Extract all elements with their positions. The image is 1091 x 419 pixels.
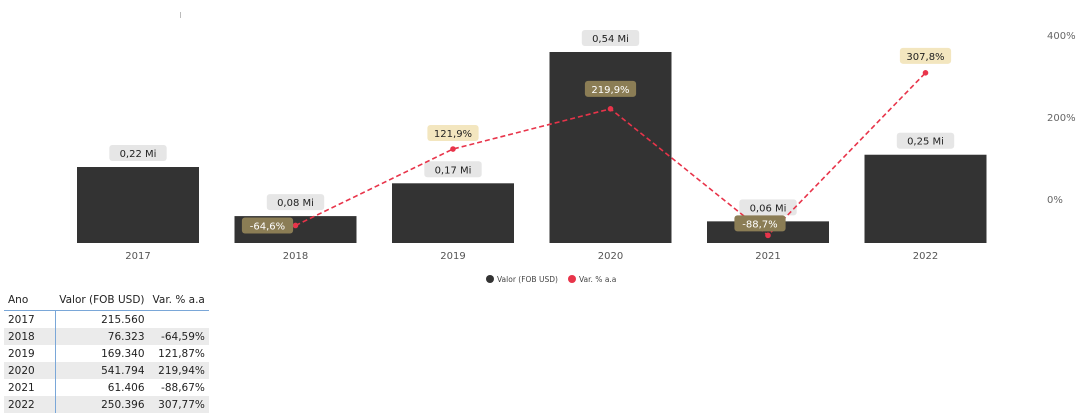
cell-valor: 215.560	[101, 313, 145, 326]
header-valor[interactable]: Valor (FOB USD)	[55, 290, 149, 311]
table-row: 2020 541.794 219,94%	[4, 362, 209, 379]
bar-value-label-box	[109, 145, 167, 162]
bar-value-label: 0,08 Mi	[277, 198, 314, 209]
line-value-label: 307,8%	[906, 52, 944, 63]
table-row: 2021 61.406 -88,67%	[4, 379, 209, 396]
cell-var: -88,67%	[161, 381, 205, 394]
line-value-label-box	[241, 217, 294, 234]
cell-valor: 76.323	[55, 328, 149, 345]
bar-2022	[864, 154, 987, 243]
var-point	[607, 106, 614, 112]
var-point	[450, 146, 456, 152]
cell-var: 219,94%	[148, 362, 209, 379]
bar-value-label-box	[896, 132, 955, 149]
cell-var: 307,77%	[148, 396, 209, 413]
line-value-label-box	[584, 80, 637, 97]
cell-ano: 2019	[4, 345, 56, 362]
cell-valor: 250.396	[55, 396, 149, 413]
cell-ano: 2021	[4, 379, 56, 396]
bar-2020	[549, 52, 672, 243]
table-row: 2018 76.323 -64,59%	[4, 328, 209, 345]
small-marker	[180, 12, 181, 18]
bar-value-label-box	[266, 194, 325, 211]
table-row: 2017 215.560	[4, 310, 209, 329]
y-right-tick-label: 400%	[1047, 31, 1076, 42]
bar-2017	[77, 167, 199, 243]
bar-value-label-box	[424, 161, 482, 178]
x-tick-label: 2019	[440, 251, 465, 262]
line-value-label-box	[734, 215, 786, 232]
cell-ano: 2022	[4, 396, 56, 413]
legend-var-label: Var. % a.a	[579, 275, 616, 284]
combo-chart: 2017 2018 2019 2020 2021 2022 400% 200% 0% 0,22 M…	[77, 30, 1076, 284]
cell-ano: 2017	[4, 310, 56, 328]
x-tick-label: 2021	[755, 251, 780, 262]
line-value-label-box	[899, 47, 952, 64]
bar-2019	[392, 183, 514, 243]
cell-var: 121,87%	[158, 347, 205, 360]
bar-value-label: 0,17 Mi	[435, 165, 472, 176]
table-header-row: Ano Valor (FOB USD) Var. % a.a	[4, 290, 209, 311]
x-tick-label: 2022	[913, 251, 938, 262]
x-tick-label: 2017	[125, 251, 150, 262]
bar-value-label: 0,25 Mi	[907, 137, 944, 148]
x-tick-label: 2020	[598, 251, 623, 262]
cell-valor: 61.406	[107, 381, 145, 394]
bar-value-label-box	[581, 30, 640, 46]
line-value-label-box	[427, 125, 479, 142]
bar-value-label: 0,54 Mi	[592, 34, 629, 45]
line-value-label: -64,6%	[250, 221, 285, 232]
cell-ano: 2020	[4, 362, 56, 379]
cell-valor: 541.794	[55, 362, 149, 379]
header-ano[interactable]: Ano	[4, 290, 56, 311]
var-point	[292, 222, 299, 229]
line-value-label: 121,9%	[434, 129, 472, 140]
var-point	[765, 232, 771, 239]
cell-var: -64,59%	[148, 328, 209, 345]
bar-value-label: 0,06 Mi	[750, 203, 787, 214]
y-right-tick-label: 0%	[1047, 195, 1063, 206]
bar-value-label-box	[739, 199, 797, 216]
bar-value-label: 0,22 Mi	[120, 149, 157, 160]
x-tick-label: 2018	[283, 251, 308, 262]
table-row: 2019 169.340 121,87%	[4, 345, 209, 362]
legend-valor-marker	[486, 275, 494, 283]
var-point	[922, 70, 929, 76]
header-var[interactable]: Var. % a.a	[148, 290, 209, 311]
cell-ano: 2018	[4, 328, 56, 345]
data-table: Ano Valor (FOB USD) Var. % a.a 2017 215.…	[4, 290, 209, 413]
cell-var	[149, 311, 209, 329]
table-row: 2022 250.396 307,77%	[4, 396, 209, 413]
cell-valor: 169.340	[101, 347, 145, 360]
y-right-tick-label: 200%	[1047, 113, 1076, 124]
legend-valor-label: Valor (FOB USD)	[497, 275, 558, 284]
legend-var-marker	[568, 275, 576, 283]
line-value-label: -88,7%	[742, 219, 777, 230]
line-value-label: 219,9%	[591, 85, 629, 96]
